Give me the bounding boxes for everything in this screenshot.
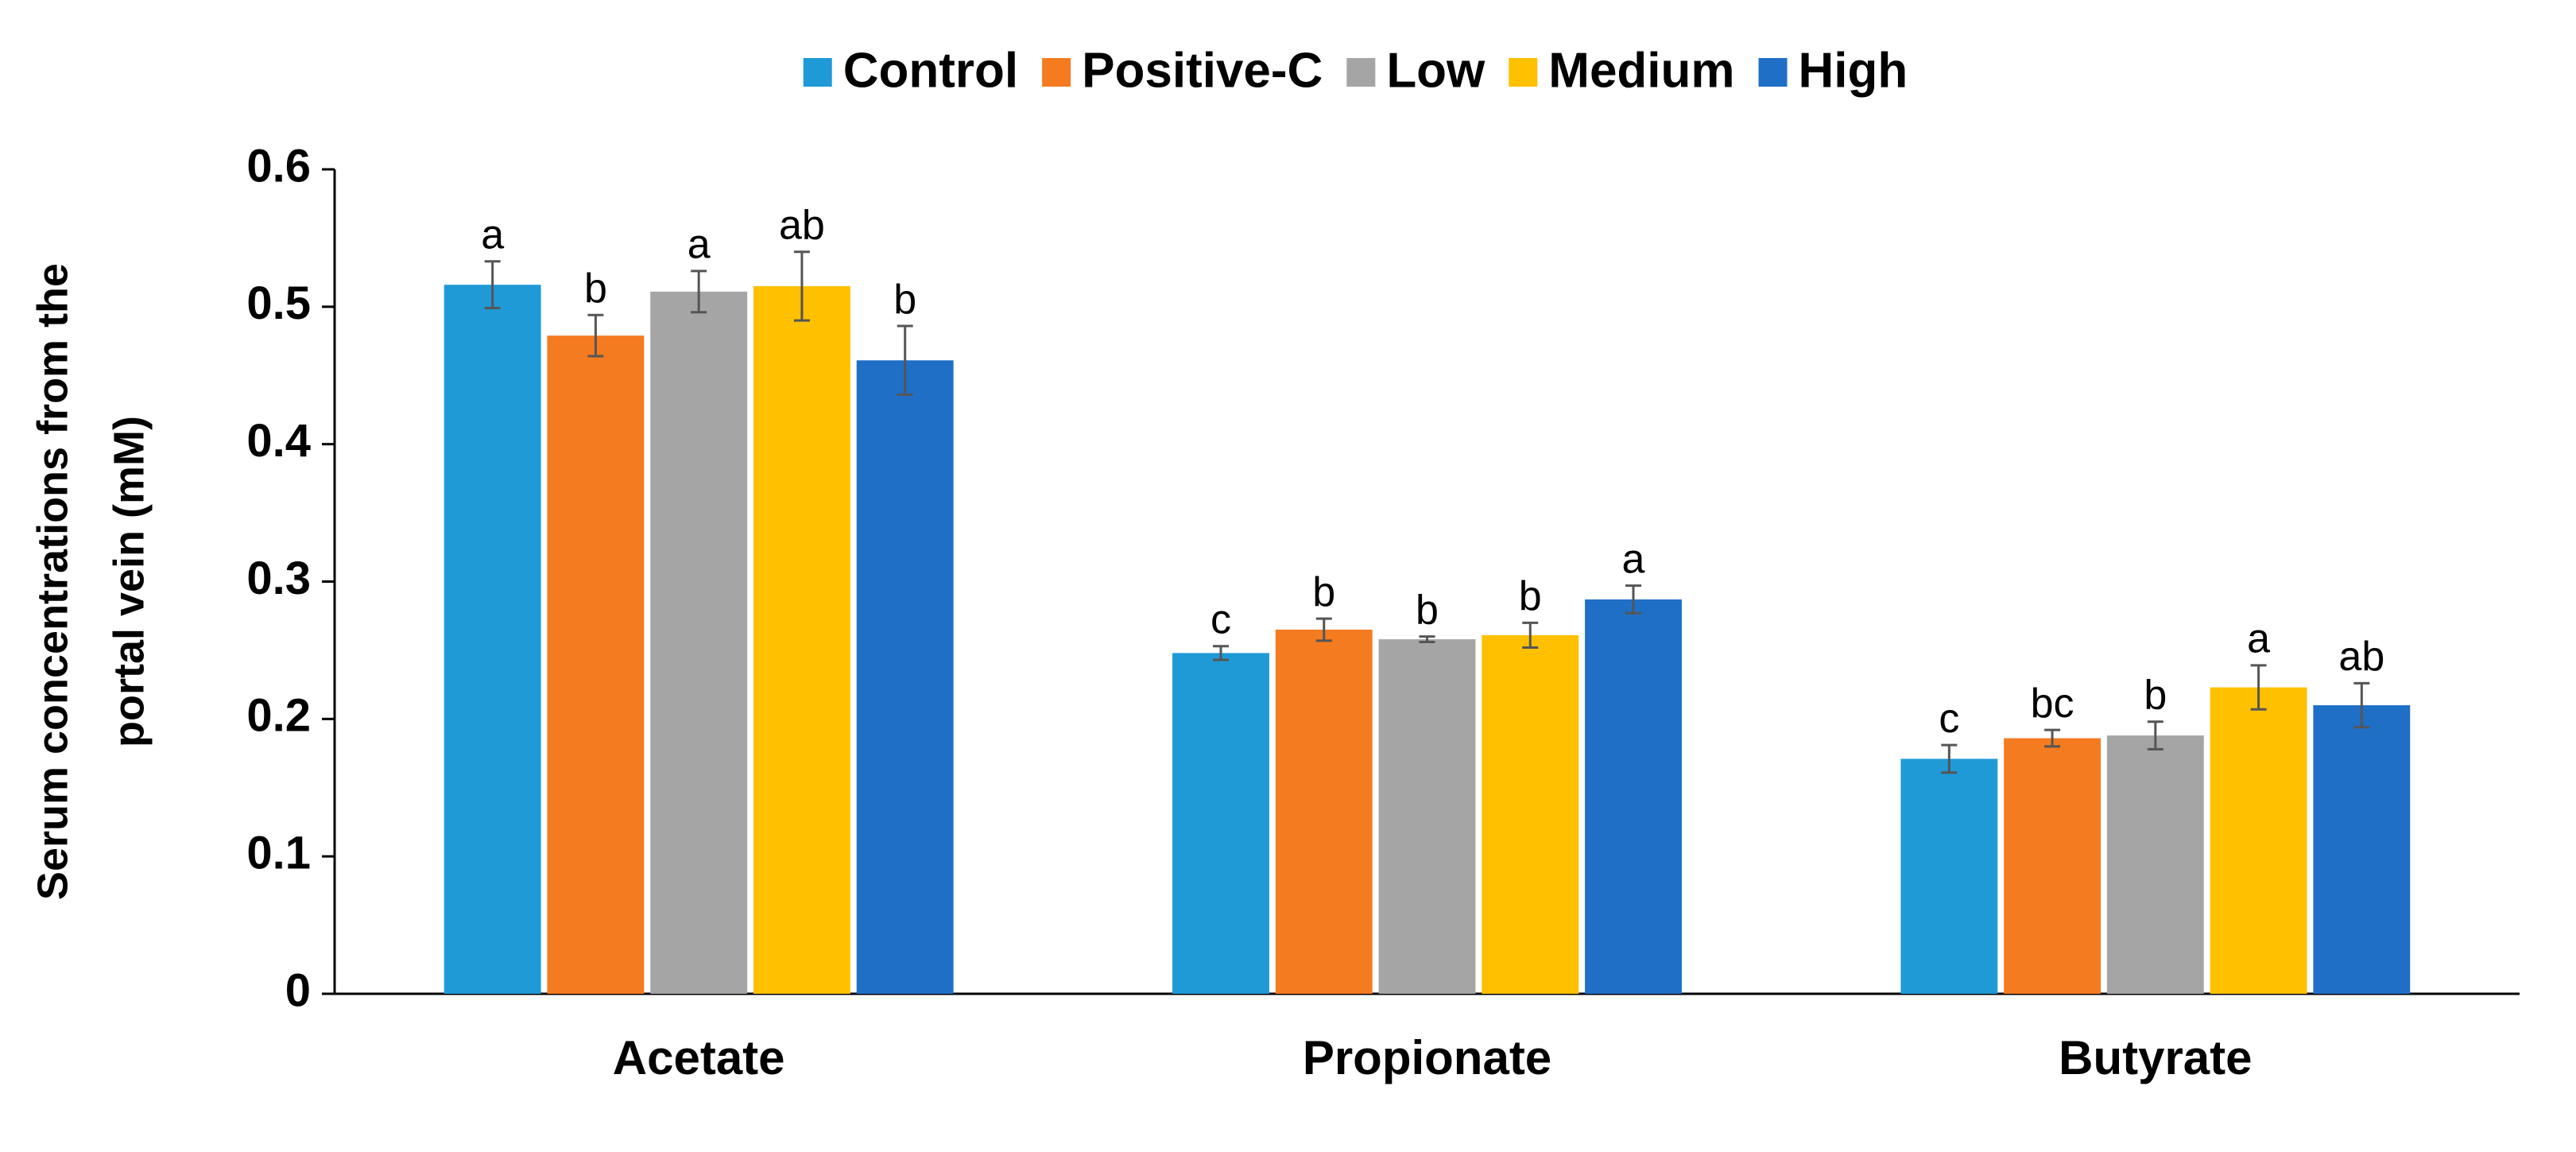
error-bar xyxy=(2250,664,2267,711)
y-tick-label: 0.5 xyxy=(246,277,311,329)
bar xyxy=(1900,758,1998,994)
legend: Control Positive-C Low Medium High xyxy=(803,43,1908,98)
significance-letter: b xyxy=(1416,587,1439,633)
bar xyxy=(547,336,645,995)
y-tick-label: 0.1 xyxy=(246,827,311,879)
legend-label: Positive-C xyxy=(1082,43,1323,98)
y-tick-label: 0 xyxy=(285,964,311,1016)
error-bar xyxy=(1522,621,1539,649)
y-axis-label: portal vein (mM) xyxy=(105,416,153,747)
legend-swatch xyxy=(1758,58,1788,87)
significance-letter: a xyxy=(688,222,711,268)
legend-swatch xyxy=(1509,58,1538,87)
legend-item: High xyxy=(1758,43,1908,98)
bar xyxy=(856,360,954,994)
bar xyxy=(444,285,541,994)
bar xyxy=(1172,653,1269,994)
error-bar xyxy=(897,324,913,396)
significance-letter: b xyxy=(1519,573,1542,619)
error-bar xyxy=(1315,617,1332,642)
significance-letter: b xyxy=(2144,673,2167,719)
error-bar xyxy=(1212,645,1229,661)
significance-letter: bc xyxy=(2031,681,2074,727)
significance-letter: c xyxy=(1211,596,1231,642)
bar xyxy=(1378,639,1476,994)
significance-letter: a xyxy=(1622,536,1645,582)
error-bar xyxy=(484,260,501,310)
legend-label: High xyxy=(1799,43,1908,98)
significance-letter: a xyxy=(481,212,504,258)
error-bar xyxy=(1625,584,1642,615)
bar xyxy=(1275,629,1373,994)
x-tick-label: Butyrate xyxy=(2059,1031,2252,1084)
significance-letter: a xyxy=(2247,616,2270,662)
bar xyxy=(753,285,850,994)
bar xyxy=(2210,687,2307,994)
legend-item: Control xyxy=(803,43,1018,98)
significance-letter: ab xyxy=(779,202,825,248)
bar xyxy=(1585,599,1682,994)
bar xyxy=(2313,705,2411,994)
x-tick-label: Acetate xyxy=(613,1031,785,1084)
significance-letter: b xyxy=(893,277,916,323)
error-bar xyxy=(691,270,707,314)
legend-item: Positive-C xyxy=(1042,43,1323,98)
y-tick-label: 0.3 xyxy=(246,553,311,604)
bar xyxy=(1482,634,1579,994)
legend-swatch xyxy=(1346,58,1376,87)
significance-letter: ab xyxy=(2338,634,2384,680)
significance-letter: c xyxy=(1939,696,1959,742)
y-tick-label: 0.4 xyxy=(246,415,311,467)
legend-swatch xyxy=(1042,58,1071,87)
error-bar xyxy=(2044,728,2061,748)
error-bar xyxy=(793,250,810,322)
y-axis-label: Serum concentrations from the xyxy=(29,263,76,900)
y-tick-label: 0.2 xyxy=(246,690,311,742)
significance-letter: b xyxy=(584,266,607,312)
x-tick-label: Propionate xyxy=(1303,1031,1551,1084)
legend-label: Control xyxy=(843,43,1018,98)
error-bar xyxy=(1941,743,1958,774)
legend-item: Low xyxy=(1346,43,1486,98)
error-bar xyxy=(1419,635,1435,644)
bar xyxy=(650,291,748,994)
bar xyxy=(2004,738,2101,994)
significance-letter: b xyxy=(1312,569,1335,615)
legend-item: Medium xyxy=(1509,43,1735,98)
y-tick-label: 0.6 xyxy=(246,140,311,192)
bar xyxy=(2106,735,2204,994)
error-bar xyxy=(2147,720,2163,751)
error-bar xyxy=(2353,681,2370,729)
error-bar xyxy=(587,313,604,358)
legend-swatch xyxy=(803,58,832,87)
legend-label: Low xyxy=(1386,43,1486,98)
legend-label: Medium xyxy=(1548,43,1734,98)
